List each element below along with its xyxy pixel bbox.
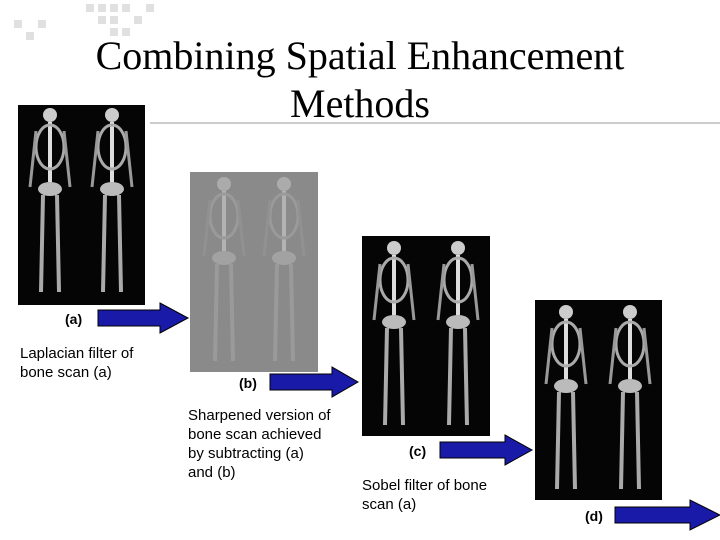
caption-line: Laplacian filter of (20, 345, 134, 362)
caption-line: bone scan (a) (20, 364, 112, 381)
image-d (535, 300, 662, 500)
arrow (614, 499, 720, 531)
caption-line: Sharpened version of (188, 407, 331, 424)
caption-line: scan (a) (362, 496, 417, 513)
image-c (362, 236, 490, 436)
arrow (439, 434, 534, 466)
caption-line: by subtracting (a) (188, 445, 304, 462)
caption: Sharpened version of bone scan achieved … (188, 406, 358, 482)
caption: Sobel filter of bone scan (a) (362, 476, 532, 514)
panel-label: (c) (406, 442, 430, 460)
arrow (97, 302, 190, 334)
arrows (97, 302, 720, 531)
caption: Laplacian filter of bone scan (a) (20, 344, 180, 382)
caption-line: bone scan achieved (188, 426, 322, 443)
image-b (190, 172, 318, 372)
panel-label: (a) (62, 310, 86, 328)
title: Methods (290, 81, 430, 126)
panel-label: (b) (236, 374, 260, 392)
caption-line: Sobel filter of bone (362, 477, 488, 494)
title: Combining Spatial Enhancement (95, 33, 625, 78)
caption-line: and (b) (188, 464, 236, 481)
arrow (269, 366, 360, 398)
decor-grid (14, 4, 154, 40)
image-a (18, 105, 145, 305)
panel-label: (d) (582, 507, 606, 525)
